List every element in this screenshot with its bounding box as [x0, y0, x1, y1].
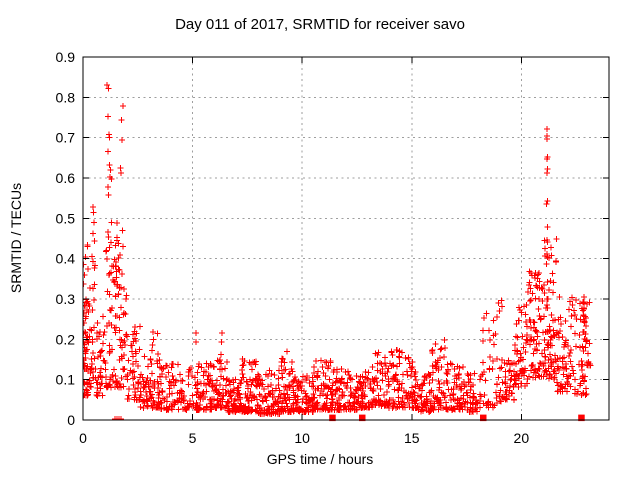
zero-value-square-marker — [329, 414, 336, 422]
zero-value-square-marker — [480, 414, 487, 422]
y-tick-label: 0.2 — [56, 331, 76, 347]
y-tick-label: 0.1 — [56, 372, 76, 388]
chart-title: Day 011 of 2017, SRMTID for receiver sav… — [175, 16, 465, 33]
x-tick-label: 20 — [514, 430, 530, 446]
x-tick-label: 15 — [404, 430, 420, 446]
x-axis-label: GPS time / hours — [266, 451, 374, 467]
y-tick-label: 0.5 — [56, 210, 76, 226]
y-tick-label: 0.4 — [56, 251, 76, 267]
zero-value-square-marker — [359, 414, 366, 422]
y-tick-label: 0.8 — [56, 89, 76, 105]
zero-value-square-marker — [578, 414, 585, 422]
y-tick-label: 0.6 — [56, 170, 76, 186]
y-tick-label: 0.3 — [56, 291, 76, 307]
y-tick-label: 0 — [67, 412, 75, 428]
x-tick-label: 0 — [79, 430, 87, 446]
y-tick-label: 0.7 — [56, 130, 76, 146]
x-tick-label: 10 — [294, 430, 310, 446]
y-tick-label: 0.9 — [56, 49, 76, 65]
scatter-points — [82, 82, 594, 421]
x-tick-label: 5 — [189, 430, 197, 446]
plot-frame — [82, 56, 610, 421]
